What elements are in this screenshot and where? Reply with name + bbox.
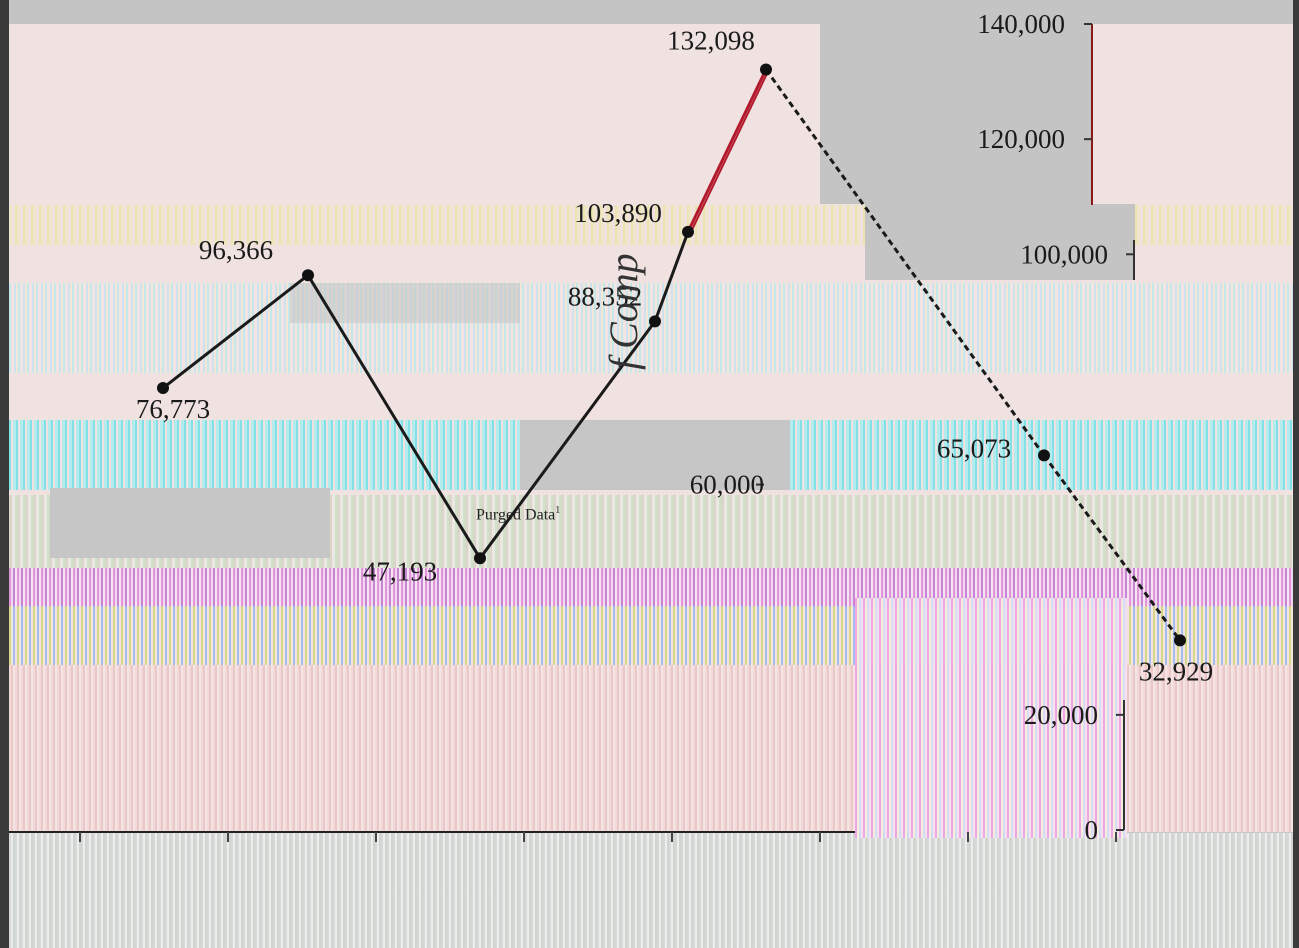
legend-label: Purged Data [476, 506, 556, 524]
data-point [302, 269, 314, 282]
legend-superscript: 1 [555, 505, 561, 516]
y-tick-label: 0 [1085, 815, 1099, 845]
right-edge [1293, 0, 1299, 948]
data-label: 32,929 [1139, 656, 1213, 686]
data-label: 65,073 [937, 433, 1011, 463]
x-axis-noise-band [9, 833, 1293, 948]
data-label: 76,773 [136, 394, 210, 424]
series-segment-accent [690, 69, 770, 233]
series-segment [478, 320, 657, 560]
data-point [1174, 634, 1186, 647]
data-point [157, 382, 169, 395]
y-tick-label: 20,000 [1024, 700, 1098, 730]
noise-block [50, 488, 330, 558]
y-tick-label: 100,000 [1020, 239, 1108, 269]
axis-background [820, 24, 1093, 204]
data-point [1038, 449, 1050, 462]
data-label: 47,193 [363, 556, 437, 586]
series-segment [1042, 454, 1182, 642]
noise-block [520, 420, 790, 490]
data-label: 132,098 [667, 25, 755, 55]
series-segment [686, 68, 768, 233]
y-tick-label: 60,000 [690, 470, 764, 500]
data-point [474, 552, 486, 565]
noise-band [855, 598, 1127, 838]
data-label: 103,890 [574, 198, 662, 228]
series-segment [306, 274, 482, 560]
y-axis-label: f Comp [601, 253, 646, 370]
data-point [760, 63, 772, 76]
series-segment [162, 274, 309, 390]
data-label: 88,352 [568, 281, 642, 311]
data-point [649, 315, 661, 328]
data-label: 96,366 [199, 235, 273, 265]
series-segment [653, 231, 690, 322]
y-tick-label: 140,000 [977, 9, 1065, 39]
legend-entry: Purged Data1 [476, 505, 560, 524]
left-edge [0, 0, 9, 948]
data-point [682, 225, 694, 238]
noise-block [290, 283, 520, 323]
top-edge [0, 0, 1299, 24]
y-tick-label: 120,000 [977, 124, 1065, 154]
